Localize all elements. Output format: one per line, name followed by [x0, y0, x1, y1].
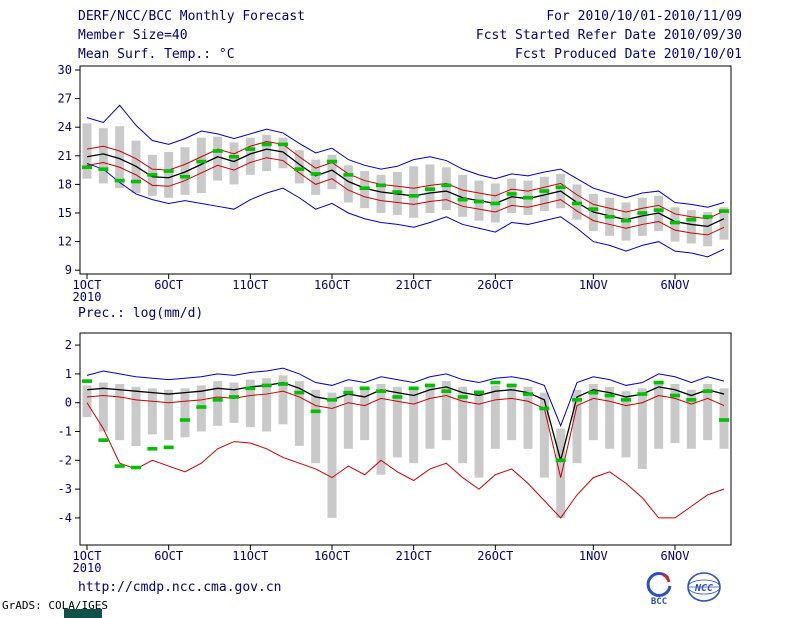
fcst-produced-date: Fcst Produced Date 2010/10/01: [515, 47, 742, 62]
svg-text:12: 12: [58, 235, 72, 249]
svg-text:6NOV: 6NOV: [661, 278, 690, 292]
fcst-started-date: Fcst Started Refer Date 2010/09/30: [475, 28, 742, 43]
precip-chart-label: Prec.: log(mm/d): [78, 306, 204, 321]
svg-text:30: 30: [58, 63, 72, 77]
bottom-left-fragment: [64, 609, 102, 618]
svg-text:16OCT: 16OCT: [314, 549, 350, 563]
svg-text:18: 18: [58, 177, 72, 191]
page-title: DERF/NCC/BCC Monthly Forecast: [78, 9, 305, 24]
svg-text:-3: -3: [58, 482, 72, 496]
member-size-label: Member Size=40: [78, 28, 188, 43]
svg-text:21: 21: [58, 149, 72, 163]
svg-text:15: 15: [58, 206, 72, 220]
svg-text:-4: -4: [58, 511, 72, 525]
grads-credit: GrADS: COLA/IGES: [2, 599, 108, 612]
bcc-logo-label: BCC: [651, 597, 667, 607]
website-url: http://cmdp.ncc.cma.gov.cn: [78, 580, 282, 595]
ncc-logo-label: NCC: [694, 583, 713, 594]
svg-text:-2: -2: [58, 453, 72, 467]
svg-text:11OCT: 11OCT: [232, 549, 268, 563]
svg-text:1NOV: 1NOV: [579, 278, 608, 292]
forecast-range: For 2010/10/01-2010/11/09: [546, 9, 742, 24]
svg-text:21OCT: 21OCT: [396, 549, 432, 563]
svg-text:16OCT: 16OCT: [314, 278, 350, 292]
svg-text:-1: -1: [58, 425, 72, 439]
svg-text:1NOV: 1NOV: [579, 549, 608, 563]
svg-text:6OCT: 6OCT: [154, 549, 183, 563]
ncc-logo-icon: NCC: [687, 572, 721, 602]
svg-text:2: 2: [65, 338, 72, 352]
svg-text:2010: 2010: [73, 561, 102, 575]
svg-text:2010: 2010: [73, 290, 102, 304]
svg-text:1: 1: [65, 367, 72, 381]
svg-text:21OCT: 21OCT: [396, 278, 432, 292]
svg-text:6NOV: 6NOV: [661, 549, 690, 563]
bcc-logo-icon: BCC: [646, 571, 672, 607]
svg-text:27: 27: [58, 92, 72, 106]
svg-text:1OCT: 1OCT: [73, 278, 102, 292]
temp-chart-label: Mean Surf. Temp.: °C: [78, 47, 235, 62]
svg-text:6OCT: 6OCT: [154, 278, 183, 292]
svg-text:1OCT: 1OCT: [73, 549, 102, 563]
svg-text:9: 9: [65, 263, 72, 277]
svg-text:11OCT: 11OCT: [232, 278, 268, 292]
svg-text:24: 24: [58, 120, 72, 134]
svg-text:26OCT: 26OCT: [477, 549, 513, 563]
svg-text:0: 0: [65, 396, 72, 410]
svg-text:26OCT: 26OCT: [477, 278, 513, 292]
